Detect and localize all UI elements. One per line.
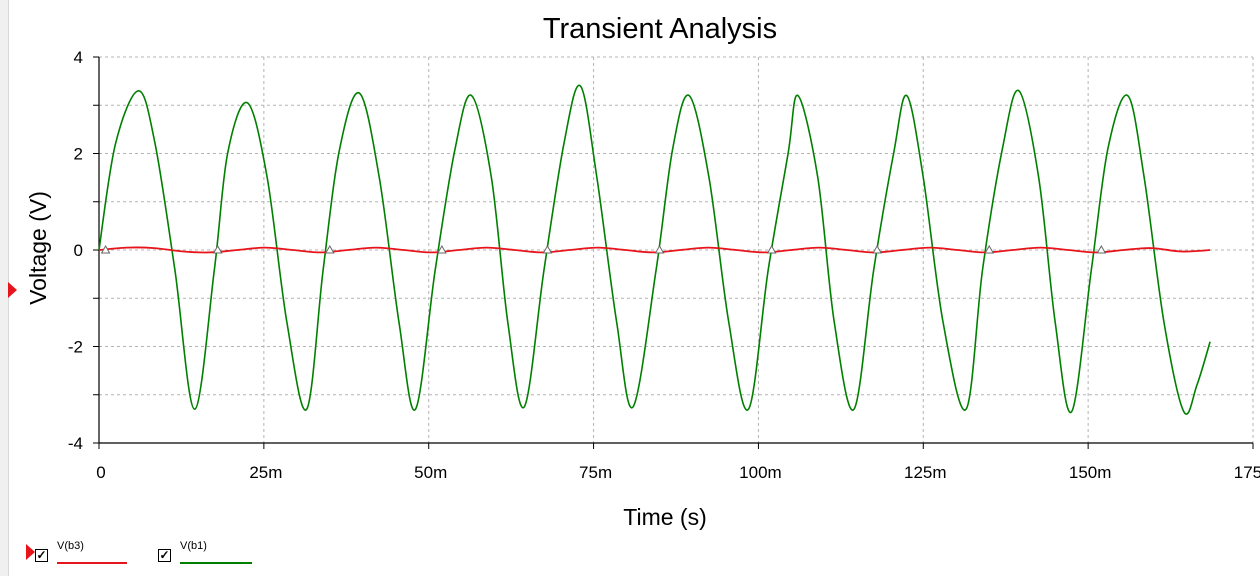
series-marker-vb3 xyxy=(766,244,777,254)
x-tick-label: 50m xyxy=(414,463,447,482)
legend-swatch-vb3 xyxy=(57,562,127,564)
y-tick-labels: -4 -2 0 2 4 xyxy=(68,48,83,453)
x-tick-label: 175m xyxy=(1234,463,1260,482)
series-marker-vb3 xyxy=(654,244,665,254)
series-marker-vb3 xyxy=(542,244,553,254)
series-lines xyxy=(98,84,1211,415)
series-marker-vb3 xyxy=(324,244,335,254)
x-axis-label: Time (s) xyxy=(623,504,706,530)
y-axis-cursor-marker-icon[interactable] xyxy=(8,282,17,298)
y-tick-label: 0 xyxy=(74,241,83,260)
x-tick-label: 75m xyxy=(579,463,612,482)
legend-swatch-vb1 xyxy=(180,562,252,564)
series-marker-vb3 xyxy=(212,244,223,254)
series-marker-vb3 xyxy=(437,244,447,254)
legend-item-vb3[interactable]: ✓ V(b3) xyxy=(35,538,145,568)
legend-label-vb3: V(b3) xyxy=(57,540,84,552)
y-tick-label: -4 xyxy=(68,434,83,453)
y-tick-label: -2 xyxy=(68,338,83,357)
legend-label-vb1: V(b1) xyxy=(180,540,207,552)
x-tick-label: 125m xyxy=(904,463,947,482)
x-tick-label: 150m xyxy=(1069,463,1112,482)
x-tick-labels: 0 25m 50m 75m 100m 125m 150m 175m xyxy=(96,463,1260,482)
axes xyxy=(93,56,1254,449)
series-line-vb3 xyxy=(98,246,1211,254)
series-line-vb1 xyxy=(98,84,1211,415)
x-tick-label: 25m xyxy=(249,463,282,482)
legend-item-vb1[interactable]: ✓ V(b1) xyxy=(158,538,268,568)
x-tick-label: 100m xyxy=(739,463,782,482)
x-tick-label: 0 xyxy=(96,463,105,482)
series-marker-vb3 xyxy=(872,244,882,254)
chart-title: Transient Analysis xyxy=(543,13,777,45)
legend-checkbox-vb1[interactable]: ✓ xyxy=(158,548,171,562)
series-marker-vb3 xyxy=(984,244,995,254)
series-markers xyxy=(100,244,1107,254)
y-axis-label: Voltage (V) xyxy=(25,191,51,305)
legend-checkbox-vb3[interactable]: ✓ xyxy=(35,548,48,562)
legend-cursor-marker-icon[interactable] xyxy=(26,544,35,560)
transient-analysis-chart: Transient Analysis 0 25m 50m 75m 100m 125m 150… xyxy=(25,13,1260,530)
y-tick-label: 4 xyxy=(74,48,83,67)
y-tick-label: 2 xyxy=(74,145,83,164)
series-marker-vb3 xyxy=(1096,244,1107,254)
series-marker-vb3 xyxy=(100,244,111,254)
